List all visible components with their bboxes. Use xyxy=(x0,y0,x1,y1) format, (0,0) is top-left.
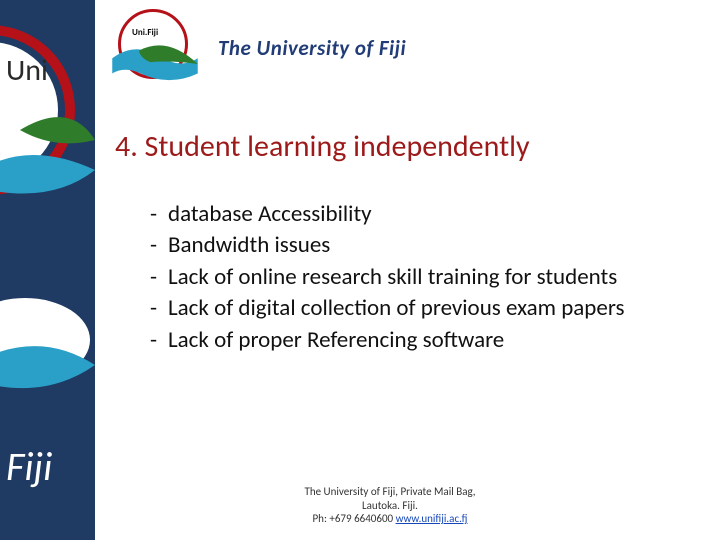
sidebar-text-top: Uni xyxy=(6,52,48,89)
slide-header: Uni.Fiji The University of Fiji xyxy=(110,8,670,88)
bullet-dash: - xyxy=(150,294,168,323)
footer-line-3: Ph: +679 6640600 www.unifiji.ac.fj xyxy=(110,512,670,526)
bullet-dash: - xyxy=(150,326,168,355)
footer-line-2: Lautoka. Fiji. xyxy=(110,499,670,513)
list-item: - Lack of online research skill training… xyxy=(150,263,670,292)
footer-phone: Ph: +679 6640600 xyxy=(312,512,395,525)
sidebar-art: Uni Fiji xyxy=(0,0,95,540)
list-item: - database Accessibility xyxy=(150,200,670,229)
footer-line-1: The University of Fiji, Private Mail Bag… xyxy=(110,485,670,499)
bullet-dash: - xyxy=(150,231,168,260)
list-item-text: Lack of proper Referencing software xyxy=(168,326,670,355)
logo-wave-icon xyxy=(110,45,200,83)
list-item: - Bandwidth issues xyxy=(150,231,670,260)
list-item: - Lack of proper Referencing software xyxy=(150,326,670,355)
bullet-dash: - xyxy=(150,263,168,292)
logo-inner-text: Uni.Fiji xyxy=(132,27,158,38)
university-name: The University of Fiji xyxy=(218,35,406,61)
sidebar-text-bottom: Fiji xyxy=(6,442,52,491)
slide: Uni Fiji Uni.Fiji The University of Fiji… xyxy=(0,0,720,540)
bullet-list: - database Accessibility - Bandwidth iss… xyxy=(150,200,670,357)
slide-footer: The University of Fiji, Private Mail Bag… xyxy=(110,485,670,526)
slide-title: 4. Student learning independently xyxy=(115,128,675,165)
university-logo: Uni.Fiji xyxy=(110,9,200,87)
list-item-text: Bandwidth issues xyxy=(168,231,670,260)
list-item: - Lack of digital collection of previous… xyxy=(150,294,670,323)
footer-link[interactable]: www.unifiji.ac.fj xyxy=(396,512,468,525)
sidebar-decoration: Uni Fiji xyxy=(0,0,95,540)
list-item-text: database Accessibility xyxy=(168,200,670,229)
list-item-text: Lack of online research skill training f… xyxy=(168,263,670,292)
list-item-text: Lack of digital collection of previous e… xyxy=(168,294,670,323)
bullet-dash: - xyxy=(150,200,168,229)
